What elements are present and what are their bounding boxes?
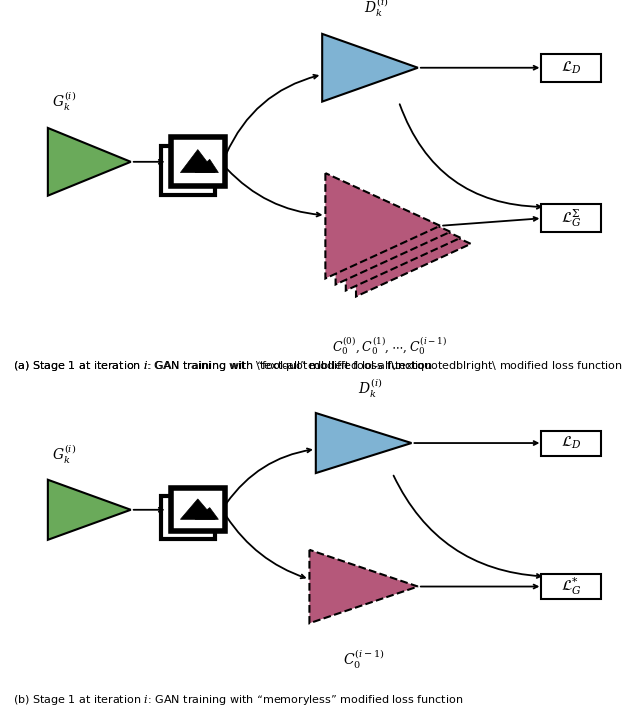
FancyArrowPatch shape — [226, 169, 321, 217]
Text: $G_k^{(i)}$: $G_k^{(i)}$ — [52, 89, 76, 113]
FancyArrowPatch shape — [414, 441, 537, 445]
FancyArrowPatch shape — [443, 217, 537, 226]
Polygon shape — [181, 499, 215, 519]
FancyBboxPatch shape — [541, 430, 601, 456]
Text: $\mathcal{L}_D$: $\mathcal{L}_D$ — [561, 435, 581, 452]
FancyArrowPatch shape — [133, 508, 163, 512]
Polygon shape — [195, 508, 218, 519]
Text: $C_0^{(0)}, C_0^{(1)}, \cdots, C_0^{(i-1)}$: $C_0^{(0)}, C_0^{(1)}, \cdots, C_0^{(i-1… — [332, 335, 447, 357]
Polygon shape — [181, 150, 215, 173]
FancyBboxPatch shape — [161, 496, 215, 540]
FancyBboxPatch shape — [541, 574, 601, 599]
Text: (b) Stage 1 at iteration $i$: GAN training with “memoryless” modified loss funct: (b) Stage 1 at iteration $i$: GAN traini… — [13, 693, 463, 706]
Polygon shape — [356, 191, 471, 297]
Text: $\mathcal{L}_D$: $\mathcal{L}_D$ — [561, 60, 581, 76]
FancyArrowPatch shape — [399, 104, 540, 209]
Text: (a) Stage 1 at iteration $i$: GAN training with \textquotedblleft fool-all\textq: (a) Stage 1 at iteration $i$: GAN traini… — [13, 359, 623, 373]
FancyArrowPatch shape — [394, 476, 540, 578]
Polygon shape — [325, 173, 440, 278]
FancyBboxPatch shape — [541, 204, 601, 232]
Polygon shape — [316, 413, 412, 473]
FancyBboxPatch shape — [161, 146, 215, 195]
FancyArrowPatch shape — [226, 516, 305, 578]
FancyArrowPatch shape — [226, 75, 318, 154]
Polygon shape — [336, 179, 450, 285]
Text: $G_k^{(i)}$: $G_k^{(i)}$ — [52, 442, 76, 466]
FancyArrowPatch shape — [420, 66, 537, 70]
Text: (a) Stage 1 at iteration $i$: GAN training with “fool-all” modified loss functio: (a) Stage 1 at iteration $i$: GAN traini… — [13, 359, 433, 373]
FancyBboxPatch shape — [171, 488, 225, 532]
Text: $D_k^{(i)}$: $D_k^{(i)}$ — [358, 376, 382, 400]
FancyBboxPatch shape — [171, 137, 225, 186]
Polygon shape — [346, 185, 461, 290]
Text: $\mathcal{L}_G^{\Sigma}$: $\mathcal{L}_G^{\Sigma}$ — [561, 207, 581, 229]
Polygon shape — [48, 128, 131, 196]
Text: $\mathcal{L}_G^{*}$: $\mathcal{L}_G^{*}$ — [561, 576, 581, 598]
Polygon shape — [48, 480, 131, 540]
FancyArrowPatch shape — [226, 449, 311, 503]
Text: $D_k^{(i)}$: $D_k^{(i)}$ — [364, 0, 389, 19]
FancyArrowPatch shape — [133, 160, 163, 164]
FancyArrowPatch shape — [420, 584, 537, 589]
Text: $C_0^{(i-1)}$: $C_0^{(i-1)}$ — [343, 647, 385, 670]
Polygon shape — [195, 159, 218, 173]
Polygon shape — [322, 34, 418, 102]
Polygon shape — [309, 550, 418, 623]
FancyBboxPatch shape — [541, 54, 601, 82]
